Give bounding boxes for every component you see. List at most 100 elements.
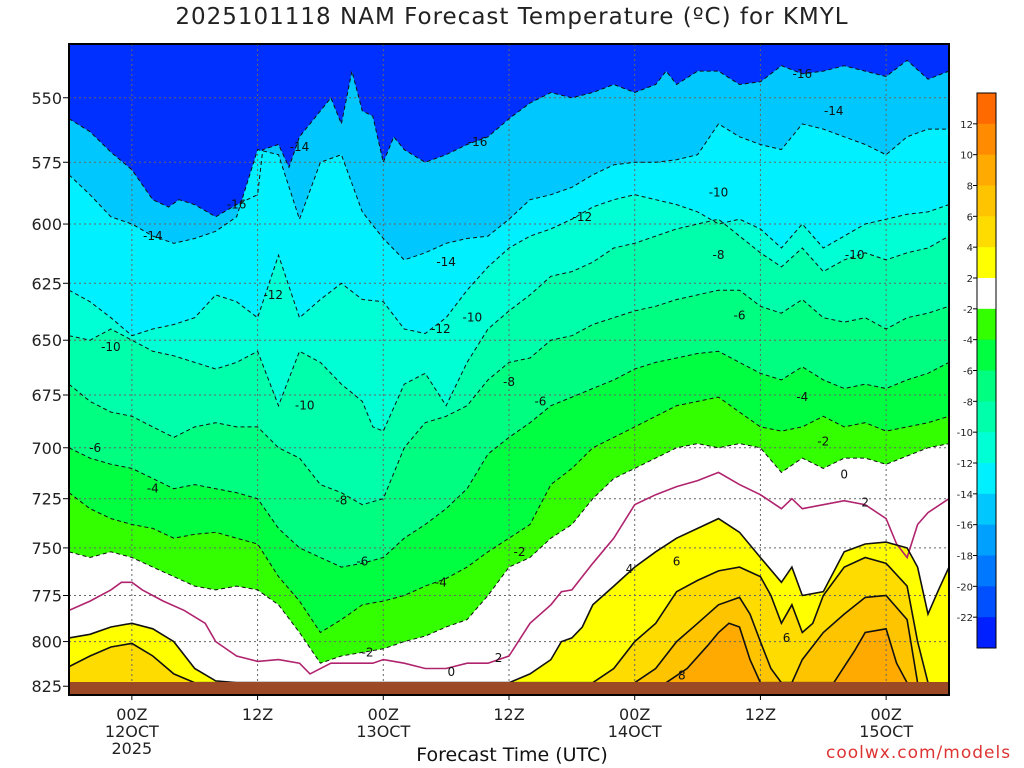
contour-label: -10 <box>101 340 121 354</box>
x-tick-label: 13OCT <box>356 722 410 741</box>
y-tick-label: 600 <box>31 215 62 234</box>
colorbar-swatch <box>977 524 996 556</box>
contour-label: 4 <box>626 562 634 576</box>
contour-label: 8 <box>678 669 686 683</box>
colorbar-label: -16 <box>957 521 973 532</box>
contour-label: -14 <box>143 229 163 243</box>
x-tick-label: 15OCT <box>859 722 913 741</box>
colorbar-swatch <box>977 401 996 433</box>
colorbar-label: 12 <box>960 120 973 131</box>
colorbar-swatch <box>977 93 996 125</box>
contour-label: -2 <box>362 645 374 659</box>
colorbar-label: -10 <box>957 428 973 439</box>
colorbar-label: 2 <box>967 274 973 285</box>
contour-label: 2 <box>495 651 503 665</box>
contour-label: 6 <box>673 554 681 568</box>
contour-line--12 <box>69 194 949 337</box>
x-tick-label: 2025 <box>111 739 152 758</box>
y-tick-label: 700 <box>31 439 62 458</box>
y-tick-label: 650 <box>31 331 62 350</box>
contour-label: -12 <box>431 322 451 336</box>
contour-label: -10 <box>295 399 315 413</box>
x-tick-label: 00Z <box>116 705 147 724</box>
contour-label: -14 <box>824 104 844 118</box>
y-tick-label: 625 <box>31 274 62 293</box>
colorbar-swatch <box>977 370 996 402</box>
x-axis-label: Forecast Time (UTC) <box>416 744 608 766</box>
contour-line-2 <box>69 517 949 684</box>
colorbar-label: -22 <box>957 613 973 624</box>
temp-band-8 <box>666 623 908 695</box>
colorbar-swatch <box>977 432 996 464</box>
colorbar-label: 4 <box>967 243 973 254</box>
x-tick-label: 00Z <box>870 705 901 724</box>
colorbar-label: 6 <box>967 212 973 223</box>
contour-label: -6 <box>356 554 368 568</box>
y-tick-label: 775 <box>31 586 62 605</box>
contour-label: -10 <box>709 185 729 199</box>
colorbar-label: 8 <box>967 182 973 193</box>
x-tick-label: 00Z <box>619 705 650 724</box>
x-tick-label: 12Z <box>493 705 524 724</box>
y-tick-label: 675 <box>31 386 62 405</box>
contour-line-6 <box>634 594 919 684</box>
colorbar-label: 10 <box>960 151 973 162</box>
contour-label: 2 <box>861 496 869 510</box>
y-tick-label: 725 <box>31 490 62 509</box>
contour-label: -8 <box>503 375 515 389</box>
contour-label: -2 <box>817 435 829 449</box>
contour-label: -10 <box>463 311 483 325</box>
contour-label: -14 <box>436 255 456 269</box>
colorbar-label: -8 <box>963 397 973 408</box>
colorbar-swatch <box>977 463 996 495</box>
contour-line-0 <box>69 471 949 675</box>
credit-link[interactable]: coolwx.com/models <box>826 743 1012 763</box>
contour-label: 6 <box>783 631 791 645</box>
contour-label: -6 <box>89 441 101 455</box>
contour-label: -6 <box>733 308 745 322</box>
x-tick-label: 12OCT <box>105 722 159 741</box>
colorbar-swatch <box>977 308 996 341</box>
contour-label: 0 <box>840 467 848 481</box>
contour-line--16 <box>69 59 949 218</box>
contour-label: -2 <box>513 545 525 559</box>
contour-line--10 <box>69 218 949 432</box>
y-tick-label: 825 <box>31 677 62 696</box>
colorbar-label: -2 <box>963 305 973 316</box>
colorbar-swatch <box>977 154 996 186</box>
colorbar-swatch <box>977 617 996 649</box>
contour-label: -4 <box>796 390 808 404</box>
colorbar-swatch <box>977 586 996 618</box>
contour-line-4 <box>69 556 929 684</box>
contour-label: -12 <box>263 288 283 302</box>
contour-label: -8 <box>713 248 725 262</box>
colorbar-swatch <box>977 216 996 248</box>
contour-line--8 <box>69 289 949 506</box>
y-tick-label: 800 <box>31 633 62 652</box>
y-tick-label: 575 <box>31 153 62 172</box>
contour-label: -6 <box>534 394 546 408</box>
contour-label: -16 <box>793 67 813 81</box>
colorbar-label: -6 <box>963 367 973 378</box>
contour-label: -12 <box>573 210 593 224</box>
colorbar-swatch <box>977 555 996 587</box>
x-tick-label: 00Z <box>368 705 399 724</box>
y-tick-label: 750 <box>31 539 62 558</box>
colorbar-label: -12 <box>957 459 973 470</box>
colorbar-swatch <box>977 123 996 156</box>
colorbar-swatch <box>977 339 996 371</box>
colorbar-swatch <box>977 185 996 217</box>
contour-label: -16 <box>468 135 488 149</box>
contour-label: -8 <box>335 494 347 508</box>
colorbar-swatch <box>977 278 996 310</box>
colorbar-label: -14 <box>957 490 973 501</box>
contour-line-8 <box>665 622 908 684</box>
colorbar-swatch <box>977 247 996 279</box>
contour-line--2 <box>69 443 949 664</box>
contour-label: -10 <box>845 248 865 262</box>
terrain-ground <box>69 682 949 695</box>
colorbar-label: -20 <box>957 582 973 593</box>
y-tick-label: 550 <box>31 89 62 108</box>
colorbar-label: -18 <box>957 552 973 563</box>
